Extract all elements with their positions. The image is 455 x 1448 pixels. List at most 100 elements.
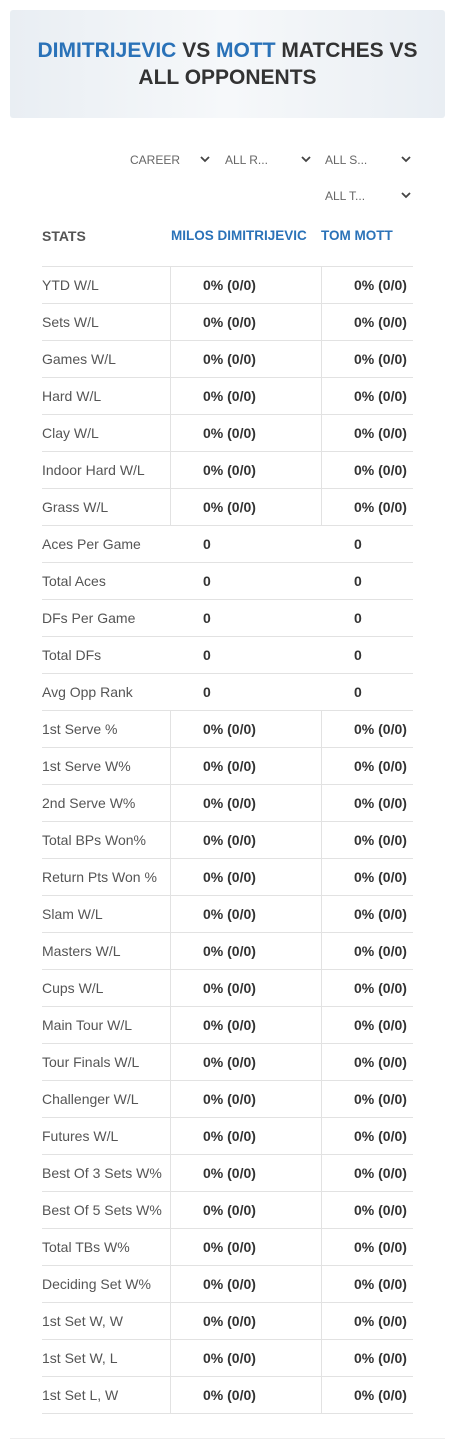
column-separator xyxy=(170,415,171,451)
stat-value: 0 xyxy=(203,684,211,700)
stat-label: Best Of 3 Sets W% xyxy=(42,1165,162,1181)
stat-value: 0 xyxy=(203,536,211,552)
stat-value: 0% (0/0) xyxy=(354,906,407,922)
column-separator xyxy=(321,267,322,303)
column-separator xyxy=(321,933,322,969)
column-separator xyxy=(321,1229,322,1265)
stat-value: 0% (0/0) xyxy=(203,832,256,848)
stat-label: 1st Set L, W xyxy=(42,1387,119,1403)
stat-value: 0 xyxy=(354,536,362,552)
filter[interactable]: ALL R... xyxy=(225,150,311,170)
stat-label: Total Aces xyxy=(42,573,106,589)
column-separator xyxy=(170,1192,171,1228)
column-separator xyxy=(170,452,171,488)
divider xyxy=(10,1438,445,1439)
column-header[interactable]: TOM MOTT xyxy=(321,228,393,243)
filter-label: ALL S... xyxy=(325,153,368,167)
table-row: Cups W/L 0% (0/0) 0% (0/0) xyxy=(42,969,413,1006)
stat-value: 0% (0/0) xyxy=(203,1202,256,1218)
column-separator xyxy=(170,341,171,377)
column-separator xyxy=(321,378,322,414)
table-row: 1st Serve % 0% (0/0) 0% (0/0) xyxy=(42,710,413,747)
stat-value: 0% (0/0) xyxy=(354,721,407,737)
stat-label: Slam W/L xyxy=(42,906,103,922)
table-row: YTD W/L 0% (0/0) 0% (0/0) xyxy=(42,266,413,303)
stat-label: Total BPs Won% xyxy=(42,832,147,848)
stat-value: 0% (0/0) xyxy=(354,1165,407,1181)
column-separator xyxy=(321,1081,322,1117)
column-separator xyxy=(170,1377,171,1413)
column-separator xyxy=(321,304,322,340)
filter[interactable]: CAREER xyxy=(130,150,210,170)
title: DIMITRIJEVIC VS MOTT MATCHES VS ALL OPPO… xyxy=(26,37,429,91)
stat-value: 0% (0/0) xyxy=(203,795,256,811)
column-separator xyxy=(321,1007,322,1043)
filter[interactable]: ALL S... xyxy=(325,150,411,170)
stat-label: 1st Set W, W xyxy=(42,1313,123,1329)
table-row: Indoor Hard W/L 0% (0/0) 0% (0/0) xyxy=(42,451,413,488)
stat-value: 0% (0/0) xyxy=(354,1313,407,1329)
stat-label: 1st Set W, L xyxy=(42,1350,118,1366)
table-row: Return Pts Won % 0% (0/0) 0% (0/0) xyxy=(42,858,413,895)
stat-label: Deciding Set W% xyxy=(42,1276,151,1292)
stat-value: 0 xyxy=(354,573,362,589)
table-row: Challenger W/L 0% (0/0) 0% (0/0) xyxy=(42,1080,413,1117)
player-2: MOTT xyxy=(216,39,276,62)
column-separator xyxy=(321,415,322,451)
stat-label: Avg Opp Rank xyxy=(42,684,133,700)
filter-label: ALL R... xyxy=(225,153,268,167)
stat-value: 0% (0/0) xyxy=(203,869,256,885)
column-separator xyxy=(170,267,171,303)
stat-label: Tour Finals W/L xyxy=(42,1054,140,1070)
column-separator xyxy=(170,933,171,969)
column-separator xyxy=(170,378,171,414)
stat-value: 0% (0/0) xyxy=(203,1165,256,1181)
column-separator xyxy=(170,489,171,525)
table-row: Hard W/L 0% (0/0) 0% (0/0) xyxy=(42,377,413,414)
filter[interactable]: ALL T... xyxy=(325,186,411,206)
stat-value: 0% (0/0) xyxy=(354,795,407,811)
stat-value: 0% (0/0) xyxy=(354,1202,407,1218)
stat-label: Indoor Hard W/L xyxy=(42,462,145,478)
column-separator xyxy=(321,1303,322,1339)
stat-value: 0 xyxy=(203,573,211,589)
stat-value: 0% (0/0) xyxy=(203,499,256,515)
table-row: Clay W/L 0% (0/0) 0% (0/0) xyxy=(42,414,413,451)
column-separator xyxy=(321,452,322,488)
stat-value: 0% (0/0) xyxy=(203,943,256,959)
table-row: Sets W/L 0% (0/0) 0% (0/0) xyxy=(42,303,413,340)
chevron xyxy=(401,192,411,199)
table-row: Masters W/L 0% (0/0) 0% (0/0) xyxy=(42,932,413,969)
column-separator xyxy=(321,1118,322,1154)
table-row: Slam W/L 0% (0/0) 0% (0/0) xyxy=(42,895,413,932)
column-separator xyxy=(321,711,322,747)
stat-value: 0% (0/0) xyxy=(354,388,407,404)
column-header: STATS xyxy=(42,228,86,244)
stat-label: 2nd Serve W% xyxy=(42,795,136,811)
column-separator xyxy=(321,1192,322,1228)
column-header[interactable]: MILOS DIMITRIJEVIC xyxy=(171,228,307,243)
stat-value: 0% (0/0) xyxy=(203,1387,256,1403)
stat-value: 0% (0/0) xyxy=(203,721,256,737)
column-separator xyxy=(321,822,322,858)
table-body: YTD W/L 0% (0/0) 0% (0/0) Sets W/L 0% (0/0) 0… xyxy=(42,266,413,1414)
column-separator xyxy=(170,970,171,1006)
column-separator xyxy=(170,1007,171,1043)
stat-value: 0 xyxy=(354,610,362,626)
table-row: Games W/L 0% (0/0) 0% (0/0) xyxy=(42,340,413,377)
table-row: DFs Per Game 0 0 xyxy=(42,599,413,636)
table-row: Total DFs 0 0 xyxy=(42,636,413,673)
stat-label: YTD W/L xyxy=(42,277,99,293)
table-header: STATS MILOS DIMITRIJEVIC TOM MOTT xyxy=(42,228,413,248)
table-row: 2nd Serve W% 0% (0/0) 0% (0/0) xyxy=(42,784,413,821)
stat-value: 0% (0/0) xyxy=(203,1128,256,1144)
column-separator xyxy=(321,970,322,1006)
stat-label: Return Pts Won % xyxy=(42,869,157,885)
stat-label: Futures W/L xyxy=(42,1128,119,1144)
stat-value: 0% (0/0) xyxy=(203,1054,256,1070)
column-separator xyxy=(170,785,171,821)
stat-label: Sets W/L xyxy=(42,314,99,330)
column-separator xyxy=(170,1303,171,1339)
column-separator xyxy=(321,785,322,821)
stat-value: 0% (0/0) xyxy=(203,1276,256,1292)
